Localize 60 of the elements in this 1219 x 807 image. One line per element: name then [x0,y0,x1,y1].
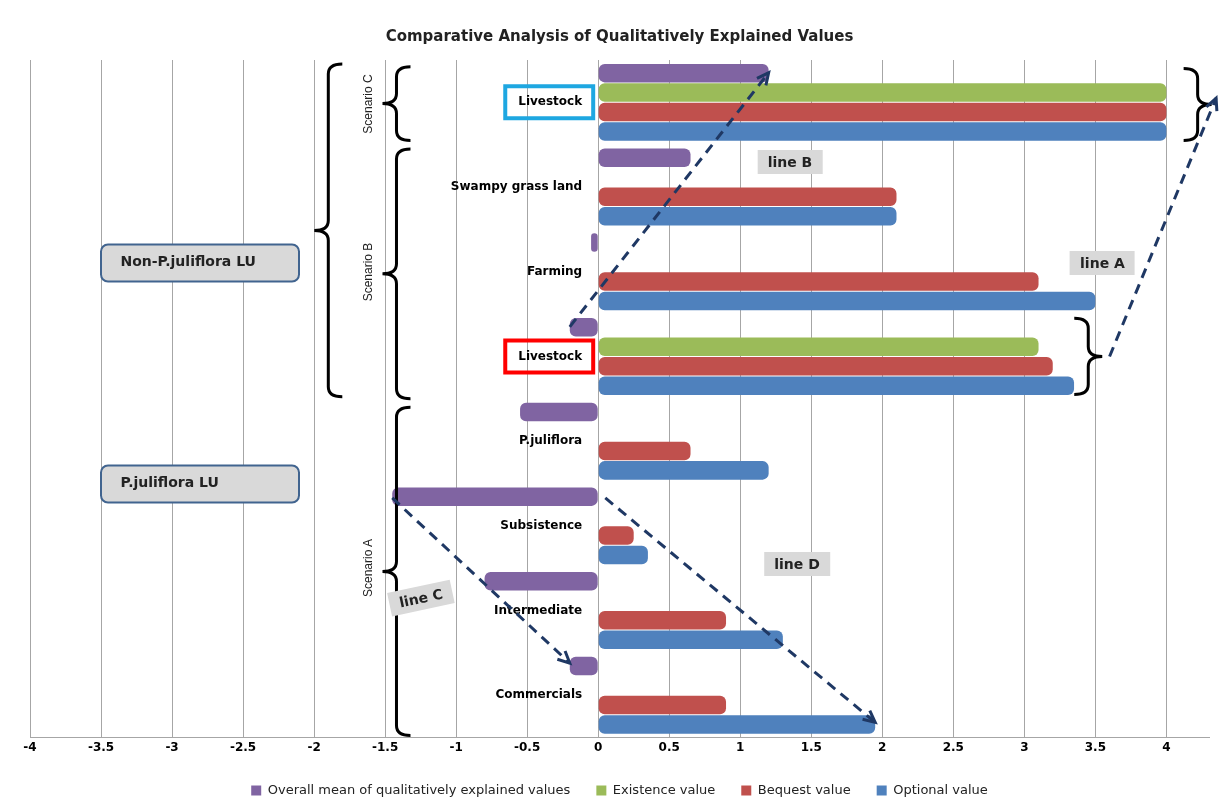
chart-title: Comparative Analysis of Qualitatively Explained Values [385,26,854,45]
bar [484,572,598,591]
bar [598,441,691,461]
bar [598,272,1039,291]
x-tick-label: 2.5 [942,739,964,754]
x-tick-label: 0 [594,739,603,754]
bar [598,695,727,715]
x-tick-label: 3 [1020,739,1029,754]
legend-label: Bequest value [757,781,851,797]
legend-label: Overall mean of qualitatively explained values [267,781,571,797]
bar [520,402,598,422]
y-tick-label: Subsistence [500,517,583,532]
y-tick-label: Intermediate [494,602,583,617]
annotation: Scenario C [361,74,376,134]
annotation: P.juliflora LU [120,473,220,492]
bar [598,122,1167,141]
x-tick-label: -0.5 [514,739,541,754]
x-tick-label: -2.5 [229,739,257,754]
x-tick-label: 0.5 [658,739,680,754]
x-tick-label: -1 [449,739,463,754]
legend-label: Optional value [893,781,988,797]
y-tick-label: Commercials [495,687,583,702]
x-tick-label: 1.5 [800,739,822,754]
annotation: line B [757,149,823,174]
x-tick-label: -2 [307,739,321,754]
bar [598,207,897,226]
y-tick-label: Livestock [518,94,584,109]
bar [598,187,897,207]
bar [569,317,598,337]
x-tick-label: -3 [165,739,179,754]
x-tick-label: 4 [1162,739,1171,754]
y-tick-label: Swampy grass land [450,179,583,194]
bar [598,148,691,168]
x-tick-label: -1.5 [372,739,399,754]
legend-label: Existence value [612,781,716,797]
bar [598,376,1075,395]
bar [598,526,634,545]
x-tick-label: -4 [23,739,37,754]
bar [598,291,1096,311]
annotation: Scenario A [361,539,376,598]
bar [598,611,727,630]
annotation: line C [386,579,455,617]
y-tick-label: Farming [526,263,583,278]
annotation: Non-P.juliflora LU [120,252,257,271]
annotation: line A [1070,251,1135,276]
x-tick-label: 3.5 [1084,739,1106,754]
x-tick-label: 1 [736,739,745,754]
annotation: Scenario B [361,242,376,302]
bar [392,487,598,506]
annotation: line D [764,551,830,576]
bar [598,630,783,650]
bar [598,715,876,734]
y-tick-label: Livestock [518,348,584,363]
x-tick-label: 2 [878,739,887,754]
y-tick-label: P.juliflora [519,433,583,448]
x-tick-label: -3.5 [87,739,115,754]
bar [598,545,648,565]
bar [598,63,769,83]
bar [598,461,769,480]
bar [569,656,598,676]
